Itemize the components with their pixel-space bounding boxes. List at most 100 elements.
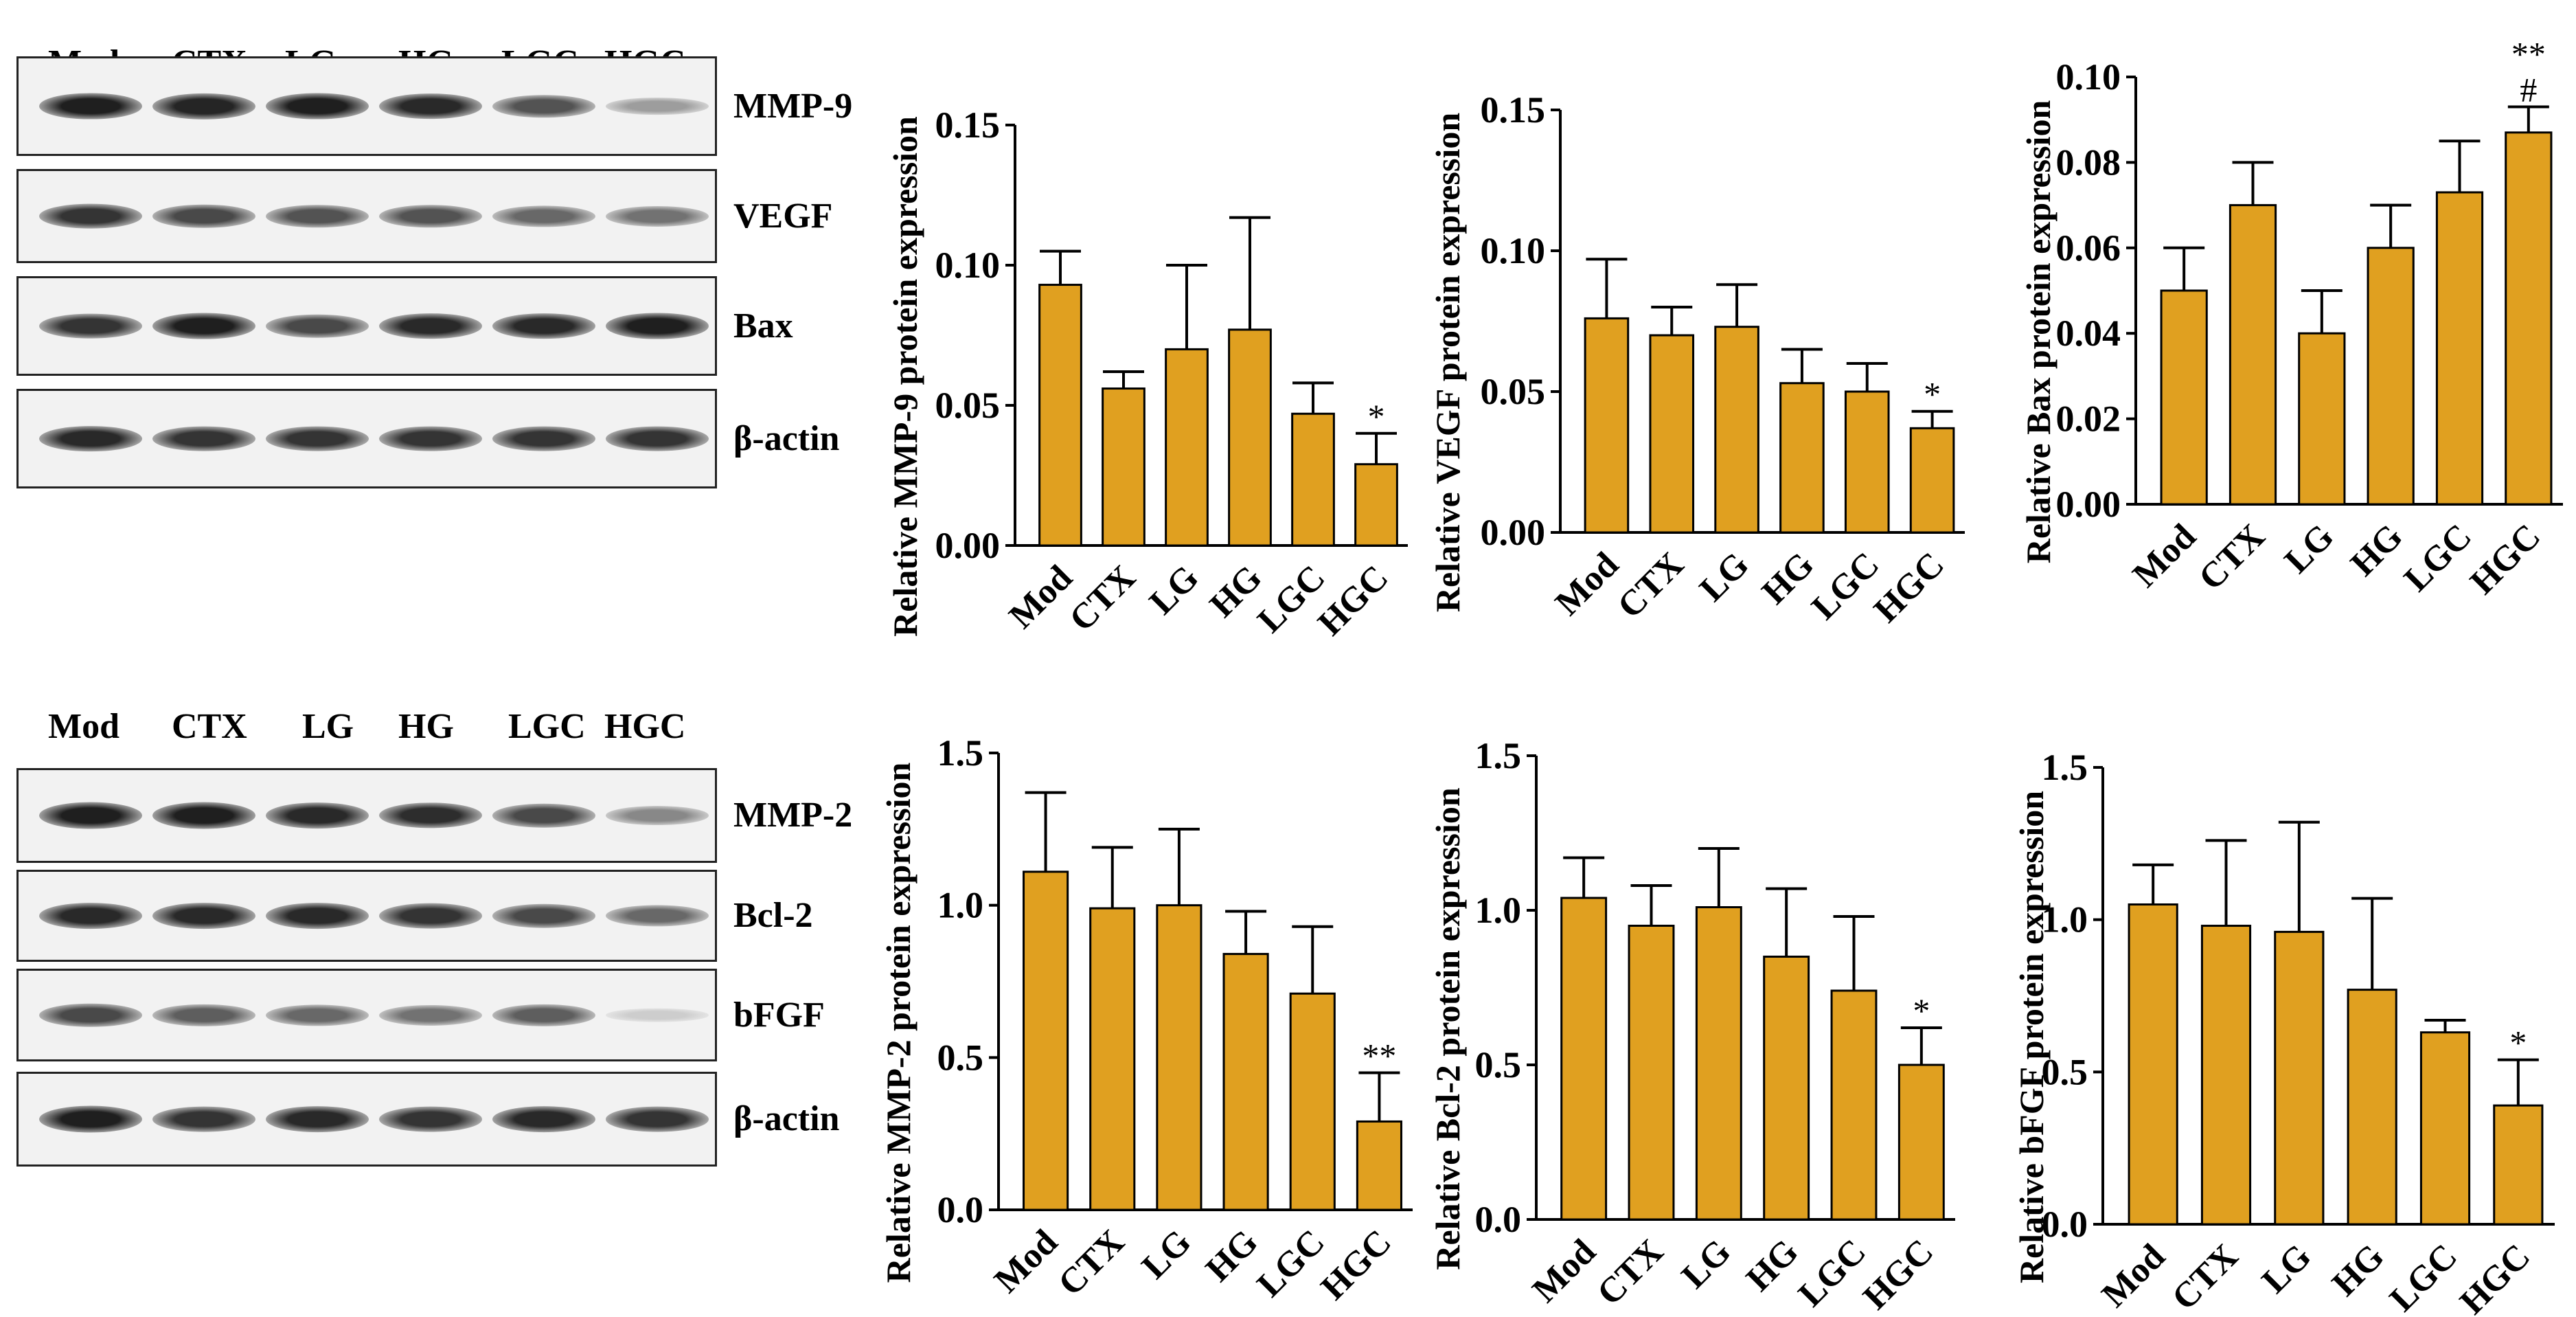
x-tick-label: LG	[2255, 1237, 2318, 1301]
x-tick-label: CTX	[2191, 517, 2272, 598]
lane-label: CTX	[172, 707, 247, 746]
y-tick-label: 0.10	[2056, 56, 2121, 98]
y-axis-label: Relative VEGF protein expression	[1428, 113, 1467, 612]
bar	[2229, 204, 2277, 506]
y-tick-label: 0.02	[2056, 398, 2121, 440]
y-tick-label: 0.00	[2056, 484, 2121, 525]
bar	[2419, 1031, 2471, 1226]
y-tick-label: 1.5	[937, 732, 984, 774]
blot-band	[266, 426, 369, 451]
blot-band	[266, 204, 369, 228]
bar	[1830, 989, 1878, 1221]
y-tick-label: 1.5	[1475, 735, 1522, 776]
blot-band	[152, 426, 255, 451]
blot-strip	[16, 768, 717, 863]
lane-label: Mod	[48, 707, 119, 746]
y-axis-label: Relative Bcl-2 protein expression	[1428, 787, 1467, 1270]
x-tick-label: HG	[2325, 1237, 2392, 1304]
y-tick-label: 0.05	[1481, 371, 1546, 412]
significance-mark: **	[1362, 1037, 1396, 1075]
x-tick-label: LGC	[1250, 558, 1332, 640]
blot-band	[606, 205, 709, 227]
blot-band	[39, 203, 142, 229]
y-axis-label: Relative bFGF protein expression	[2012, 791, 2051, 1283]
blot-band	[492, 94, 595, 118]
bar	[1909, 427, 1955, 534]
y-tick-label: 0.06	[2056, 227, 2121, 269]
y-tick-label: 0.15	[1481, 89, 1546, 131]
x-tick-label: HGC	[2463, 517, 2548, 602]
bar	[1844, 390, 1890, 534]
x-tick-label: CTX	[1590, 1232, 1671, 1313]
bar	[1356, 1120, 1402, 1211]
x-tick-label: Mod	[1002, 558, 1080, 636]
blot-band	[152, 903, 255, 929]
y-tick-label: 1.0	[1475, 890, 1522, 931]
significance-mark: *	[2509, 1024, 2527, 1062]
y-tick-label: 1.0	[2042, 899, 2088, 941]
blot-band	[379, 426, 482, 451]
x-tick-label: LG	[1692, 545, 1756, 609]
blot-band	[606, 1008, 709, 1022]
y-tick-label: 0.04	[2056, 313, 2121, 354]
bar	[2274, 930, 2325, 1226]
blot-band	[266, 93, 369, 120]
blot-band	[152, 802, 255, 829]
blot-band	[39, 1003, 142, 1027]
x-tick-label: Mod	[1548, 545, 1626, 623]
bar	[2160, 289, 2208, 506]
lane-label: HG	[398, 707, 454, 746]
blot-band	[492, 803, 595, 828]
y-tick-label: 0.10	[935, 245, 1001, 286]
blot-band	[379, 204, 482, 228]
blot-band	[266, 903, 369, 929]
blot-band	[266, 1106, 369, 1132]
y-tick-label: 1.0	[937, 885, 984, 926]
bar	[1038, 284, 1082, 547]
x-tick-label: HGC	[1867, 545, 1952, 630]
blot-band	[266, 314, 369, 338]
blot-band	[379, 313, 482, 339]
x-tick-label: LG	[1674, 1232, 1738, 1296]
protein-label: β-actin	[733, 1099, 840, 1138]
x-tick-label: Mod	[987, 1222, 1065, 1301]
bar	[2435, 191, 2484, 506]
blot-band	[39, 93, 142, 120]
bar	[1156, 904, 1202, 1211]
x-tick-label: LGC	[1804, 545, 1887, 627]
x-tick-label: LG	[2277, 517, 2341, 581]
blot-band	[266, 1004, 369, 1026]
bar	[2347, 989, 2397, 1226]
bar	[1649, 334, 1695, 534]
y-tick-label: 1.5	[2042, 747, 2088, 788]
blot-strip	[16, 276, 717, 376]
bar	[1023, 870, 1069, 1211]
bar	[2493, 1104, 2544, 1226]
blot-band	[606, 905, 709, 927]
x-tick-label: Mod	[1525, 1232, 1604, 1310]
x-tick-label: LGC	[2382, 1237, 2465, 1317]
bar	[1714, 326, 1759, 534]
blot-band	[492, 1106, 595, 1132]
bar	[1628, 925, 1675, 1221]
blot-band	[379, 903, 482, 929]
bar	[1354, 463, 1398, 547]
blot-strip	[16, 969, 717, 1061]
bar	[1089, 907, 1136, 1211]
y-tick-label: 0.0	[937, 1189, 984, 1230]
bar	[1102, 387, 1145, 547]
y-tick-label: 0.0	[2042, 1204, 2088, 1245]
bar	[1584, 317, 1630, 534]
y-tick-label: 0.00	[1481, 512, 1546, 553]
blot-band	[606, 806, 709, 825]
blot-band	[266, 802, 369, 829]
blot-band	[39, 313, 142, 339]
blot-band	[39, 903, 142, 929]
y-axis-label: Relative MMP-2 protein expression	[879, 762, 917, 1283]
protein-label: MMP-9	[733, 86, 853, 126]
blot-band	[39, 425, 142, 452]
protein-label: bFGF	[733, 995, 825, 1035]
significance-mark: *	[1924, 375, 1941, 414]
bar	[2505, 131, 2553, 506]
